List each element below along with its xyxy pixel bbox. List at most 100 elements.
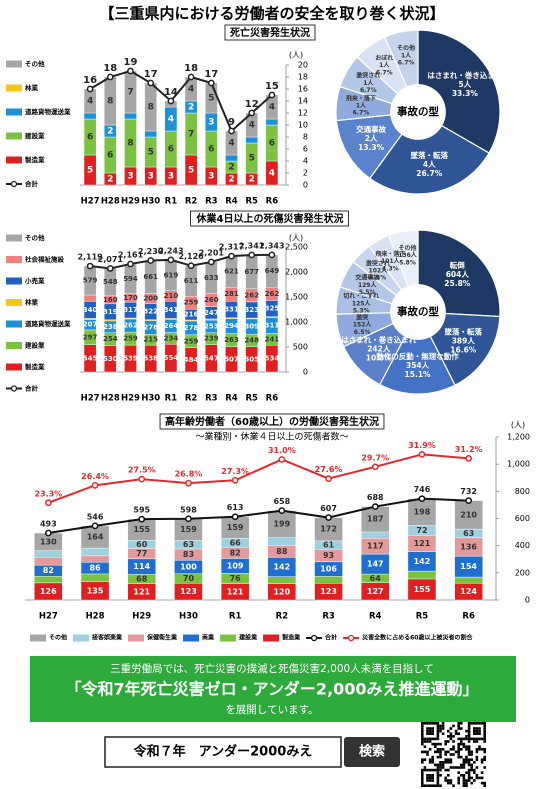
line-marker — [228, 127, 235, 135]
y-tick-label: 20 — [298, 61, 308, 70]
x-tick-label: H30 — [141, 394, 160, 404]
qr-module — [421, 771, 424, 774]
qr-module — [473, 722, 476, 725]
x-tick-label: R5 — [245, 197, 258, 207]
segment-label: 121 — [133, 587, 150, 596]
qr-module — [483, 784, 486, 787]
legend-label: 保健衛生業 — [146, 634, 178, 642]
qr-module — [449, 735, 453, 738]
qr-module — [478, 776, 481, 780]
qr-module — [475, 729, 479, 733]
qr-module — [426, 753, 429, 756]
x-tick-label: R5 — [245, 394, 258, 404]
qr-module — [444, 768, 447, 772]
line-marker — [268, 91, 276, 99]
qr-module — [441, 766, 445, 769]
qr-module — [428, 729, 432, 733]
qr-module — [431, 727, 434, 730]
qr-module — [454, 750, 458, 754]
qr-module — [473, 737, 476, 741]
segment-label: 147 — [367, 560, 384, 569]
slice-value: 4人 — [423, 160, 436, 169]
search-button[interactable] — [344, 737, 400, 767]
qr-module — [439, 763, 442, 767]
qr-module — [454, 732, 458, 735]
qr-module — [428, 732, 432, 735]
search-text: 令和７年 アンダー2000みえ — [134, 744, 313, 760]
qr-module — [478, 748, 481, 751]
qr-module — [457, 771, 460, 774]
qr-module — [473, 768, 476, 772]
qr-module — [431, 729, 434, 733]
segment-label: 216 — [184, 311, 199, 319]
qr-module — [473, 779, 476, 782]
qr-module — [436, 750, 440, 754]
qr-module — [439, 766, 442, 769]
y-tick-label: 12 — [298, 109, 308, 118]
qr-module — [441, 727, 445, 730]
line-label: 27.3% — [221, 467, 249, 476]
line-marker — [138, 475, 146, 483]
y-unit: (人) — [511, 421, 525, 430]
qr-module — [439, 753, 442, 756]
qr-module — [436, 742, 440, 746]
line-marker — [91, 522, 99, 530]
segment-label: 8 — [107, 97, 113, 107]
legend-label: その他 — [25, 233, 45, 242]
legend-label: 製造業 — [281, 634, 301, 642]
segment-label: 187 — [367, 515, 384, 524]
line-marker — [147, 257, 155, 264]
qr-module — [480, 758, 484, 761]
qr-module — [449, 779, 453, 782]
slice-percent: 15.1% — [405, 370, 432, 379]
qr-module — [467, 768, 471, 772]
y-tick-label: 2 — [303, 169, 308, 178]
bar-segment — [34, 557, 63, 566]
segment-label: 530 — [103, 355, 118, 363]
qr-module — [457, 748, 460, 751]
qr-module — [421, 784, 424, 787]
slice-value: 1人 — [356, 102, 367, 110]
banner — [30, 656, 516, 722]
y-tick-label: 200 — [515, 568, 530, 577]
line-marker — [86, 262, 94, 270]
x-tick-label: H30 — [141, 197, 160, 207]
slice-percent: 13.3% — [358, 143, 385, 152]
segment-label: 77 — [136, 549, 147, 558]
line-marker — [185, 479, 192, 487]
segment-label: 241 — [265, 335, 280, 343]
line-marker — [207, 258, 215, 266]
qr-module — [447, 781, 450, 785]
qr-module — [441, 761, 445, 764]
qr-module — [421, 774, 424, 777]
y-tick-label: 0 — [303, 181, 308, 190]
qr-module — [462, 774, 466, 777]
slice-percent: 4.4% — [370, 275, 387, 282]
bar-segment — [34, 576, 63, 584]
line-marker — [147, 79, 155, 87]
qr-module — [452, 748, 455, 751]
qr-module — [475, 758, 479, 761]
x-tick-label: H27 — [81, 394, 100, 404]
qr-module — [470, 781, 473, 785]
qr-module — [465, 761, 468, 764]
qr-module — [457, 724, 460, 728]
slice-name: 交通事故 — [355, 274, 380, 282]
qr-module — [431, 779, 434, 782]
x-tick-label: R6 — [266, 394, 279, 404]
segment-label: 68 — [136, 574, 148, 583]
segment-label: 281 — [224, 290, 239, 298]
legend-swatch — [73, 634, 90, 642]
qr-module — [426, 732, 429, 735]
line-label: 14 — [164, 87, 178, 98]
segment-label: 155 — [414, 585, 431, 594]
qr-module — [475, 776, 479, 780]
qr-module — [423, 768, 427, 772]
line-label: 2,243 — [158, 246, 183, 255]
segment-label: 88 — [276, 547, 288, 556]
search-box[interactable] — [104, 736, 342, 768]
legend-label: 道路貨物運送業 — [25, 107, 71, 116]
qr-module — [478, 737, 481, 741]
segment-label: 3 — [208, 172, 214, 182]
segment-label: 548 — [103, 278, 118, 286]
